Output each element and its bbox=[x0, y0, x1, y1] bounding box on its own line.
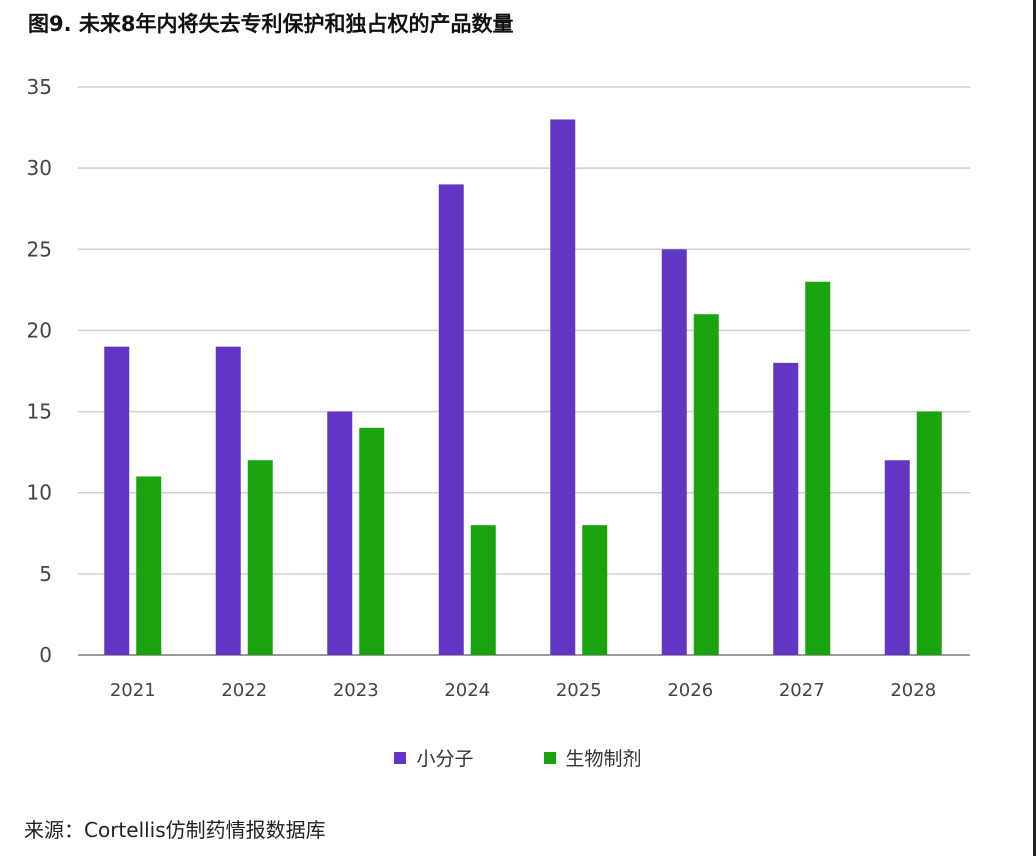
y-tick-label: 20 bbox=[27, 318, 52, 342]
bar-small-molecule-2025 bbox=[550, 119, 576, 655]
legend-label-small-molecule: 小分子 bbox=[416, 748, 474, 770]
bar-small-molecule-2028 bbox=[884, 460, 910, 655]
y-tick-label: 5 bbox=[39, 562, 52, 586]
legend-item-small-molecule: 小分子 bbox=[394, 744, 474, 771]
y-tick-label: 30 bbox=[27, 156, 52, 180]
x-tick-label: 2028 bbox=[890, 680, 936, 701]
legend-label-biologics: 生物制剂 bbox=[565, 748, 642, 770]
bar-small-molecule-2021 bbox=[104, 346, 130, 655]
y-tick-label: 25 bbox=[27, 237, 52, 261]
y-tick-label: 10 bbox=[27, 481, 52, 505]
bar-biologics-2024 bbox=[470, 525, 496, 655]
bar-biologics-2022 bbox=[247, 460, 273, 655]
x-tick-label: 2026 bbox=[667, 680, 713, 701]
x-tick-label: 2022 bbox=[221, 680, 267, 701]
bars bbox=[104, 119, 942, 656]
bar-biologics-2027 bbox=[805, 281, 831, 655]
bar-biologics-2023 bbox=[359, 427, 385, 655]
bar-biologics-2028 bbox=[916, 411, 942, 655]
gridlines bbox=[78, 86, 970, 656]
bar-biologics-2025 bbox=[582, 525, 608, 655]
bar-small-molecule-2024 bbox=[438, 184, 464, 655]
x-tick-label: 2027 bbox=[779, 680, 825, 701]
chart-title: 图9. 未来8年内将失去专利保护和独占权的产品数量 bbox=[28, 12, 514, 36]
bar-small-molecule-2026 bbox=[661, 249, 687, 656]
legend-swatch-small-molecule bbox=[394, 751, 407, 764]
x-tick-label: 2024 bbox=[444, 680, 490, 701]
source-note: 来源：Cortellis仿制药情报数据库 bbox=[24, 818, 326, 842]
y-axis-ticks: 0 5 10 15 20 25 30 35 bbox=[27, 75, 52, 667]
bar-biologics-2026 bbox=[693, 314, 719, 655]
x-tick-label: 2021 bbox=[110, 680, 156, 701]
bar-biologics-2021 bbox=[136, 476, 162, 655]
y-tick-label: 35 bbox=[27, 75, 52, 99]
right-border bbox=[1033, 0, 1036, 856]
x-tick-label: 2025 bbox=[556, 680, 602, 701]
bar-small-molecule-2023 bbox=[327, 411, 353, 655]
x-tick-label: 2023 bbox=[333, 680, 379, 701]
bar-small-molecule-2022 bbox=[215, 346, 241, 655]
legend: 小分子 生物制剂 bbox=[0, 744, 1036, 771]
legend-item-biologics: 生物制剂 bbox=[543, 744, 642, 771]
bar-small-molecule-2027 bbox=[773, 362, 799, 655]
legend-swatch-biologics bbox=[543, 751, 556, 764]
x-axis-ticks: 2021 2022 2023 2024 2025 2026 2027 2028 bbox=[110, 680, 936, 701]
y-tick-label: 15 bbox=[27, 400, 52, 424]
y-tick-label: 0 bbox=[39, 643, 52, 667]
